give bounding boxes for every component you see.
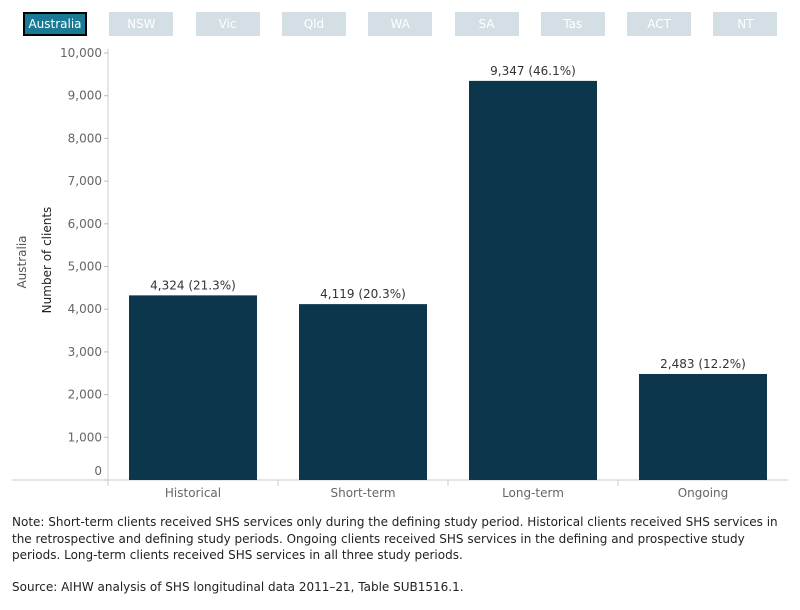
- y-tick-label: 8,000: [68, 131, 102, 145]
- y-tick-label: 1,000: [68, 430, 102, 444]
- y-tick-label: 0: [94, 464, 102, 478]
- x-tick-label: Ongoing: [678, 486, 729, 500]
- tab-vic[interactable]: Vic: [195, 12, 260, 36]
- tab-nsw[interactable]: NSW: [109, 12, 174, 36]
- bar-long-term[interactable]: [469, 80, 597, 480]
- tab-qld[interactable]: Qld: [281, 12, 346, 36]
- chart-note: Note: Short-term clients received SHS se…: [12, 515, 778, 562]
- data-label: 4,119 (20.3%): [320, 287, 406, 301]
- bar-ongoing[interactable]: [639, 373, 767, 480]
- x-tick-label: Short-term: [330, 486, 395, 500]
- y-tick-label: 2,000: [68, 388, 102, 402]
- tab-wa[interactable]: WA: [368, 12, 433, 36]
- x-tick-label: Long-term: [502, 486, 564, 500]
- x-tick-label: Historical: [165, 486, 221, 500]
- bar-short-term[interactable]: [299, 304, 427, 480]
- y-tick-label: 3,000: [68, 345, 102, 359]
- row-label: Australia: [15, 235, 29, 288]
- data-label: 9,347 (46.1%): [490, 64, 576, 78]
- y-tick-label: 5,000: [68, 260, 102, 274]
- y-tick-label: 9,000: [68, 89, 102, 103]
- y-tick-label: 6,000: [68, 217, 102, 231]
- tab-act[interactable]: ACT: [627, 12, 692, 36]
- tab-sa[interactable]: SA: [454, 12, 519, 36]
- chart-source: Source: AIHW analysis of SHS longitudina…: [12, 580, 464, 594]
- tab-nt[interactable]: NT: [713, 12, 778, 36]
- y-tick-label: 10,000: [60, 46, 102, 60]
- bar-historical[interactable]: [129, 295, 257, 480]
- y-tick-label: 4,000: [68, 302, 102, 316]
- y-axis-title: Number of clients: [40, 207, 54, 314]
- data-label: 4,324 (21.3%): [150, 278, 236, 292]
- tab-australia[interactable]: Australia: [23, 12, 87, 36]
- y-tick-label: 7,000: [68, 174, 102, 188]
- tab-tas[interactable]: Tas: [540, 12, 605, 36]
- data-label: 2,483 (12.2%): [660, 357, 746, 371]
- bar-chart: 0 1,000 2,000 3,000 4,000 5,000 6,000 7,000 8,00…: [12, 46, 788, 500]
